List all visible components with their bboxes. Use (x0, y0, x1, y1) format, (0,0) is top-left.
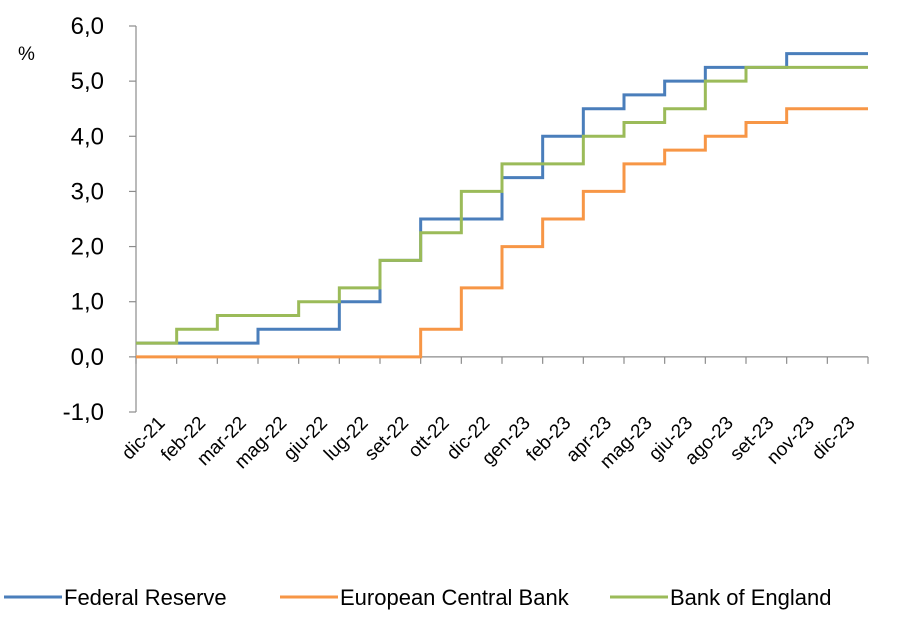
series-line-federal-reserve (136, 52, 868, 345)
y-tick-label: 2,0 (71, 234, 104, 261)
legend-label-federal-reserve: Federal Reserve (64, 585, 227, 610)
y-tick-label: 1,0 (71, 289, 104, 316)
y-tick-label: 5,0 (71, 68, 104, 95)
x-tick-labels: dic-21feb-22mar-22mag-22giu-22lug-22set-… (118, 413, 859, 473)
y-tick-label: 6,0 (71, 13, 104, 40)
y-unit-label: % (18, 44, 35, 65)
y-tick-label: 0,0 (71, 344, 104, 371)
legend: Federal Reserve European Central Bank Bank… (4, 585, 831, 610)
series-lines (136, 52, 868, 359)
legend-label-european-central-bank: European Central Bank (340, 585, 570, 610)
legend-label-bank-of-england: Bank of England (670, 585, 831, 610)
x-tick-label: giu-22 (280, 413, 332, 465)
series-line-bank-of-england (136, 65, 868, 345)
series-line-european-central-bank (136, 107, 868, 359)
x-tick-label: lug-22 (320, 413, 372, 465)
x-tick-label: set-22 (361, 413, 413, 465)
x-tick-label: ott-22 (404, 413, 453, 462)
y-tick-label: 3,0 (71, 178, 104, 205)
x-tick-label: dic-23 (808, 413, 859, 464)
y-tick-label: 4,0 (71, 123, 104, 150)
y-tick-label: -1,0 (63, 399, 104, 426)
y-tick-labels: -1,0 0,0 1,0 2,0 3,0 4,0 5,0 6,0 (63, 13, 104, 426)
